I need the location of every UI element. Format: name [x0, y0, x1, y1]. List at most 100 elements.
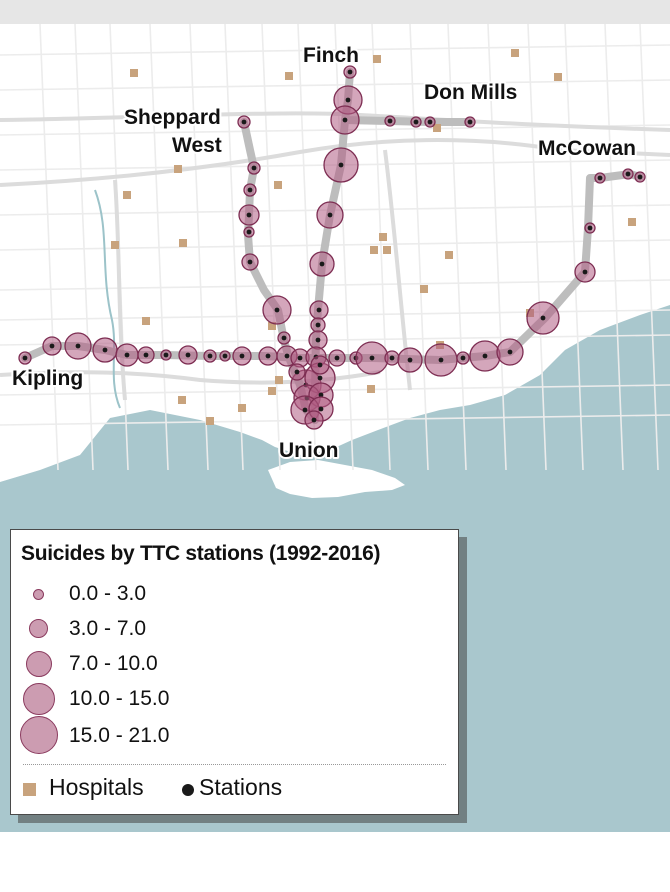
- station-dot: [318, 392, 324, 398]
- hospital-marker: [274, 181, 282, 189]
- legend-bin-5: 15.0 - 21.0: [11, 716, 458, 758]
- station-dot: [246, 229, 252, 235]
- street: [74, 23, 94, 471]
- station-dot: [387, 118, 393, 124]
- station-dot: [207, 353, 213, 359]
- station-dot: [251, 165, 257, 171]
- legend-title: Suicides by TTC stations (1992-2016): [21, 542, 381, 565]
- hospital-marker: [142, 317, 150, 325]
- station-dot: [637, 174, 643, 180]
- station-dot: [582, 269, 588, 275]
- station-dot: [317, 375, 323, 381]
- legend-bin-4: 10.0 - 15.0: [11, 683, 458, 721]
- hospital-marker: [383, 246, 391, 254]
- legend-bin-3: 7.0 - 10.0: [11, 650, 458, 686]
- street: [0, 44, 670, 56]
- street: [447, 23, 467, 471]
- station-dot: [597, 175, 603, 181]
- station-swatch: [182, 784, 194, 796]
- legend-bin-label-3: 7.0 - 10.0: [69, 652, 158, 675]
- hospital-marker: [111, 241, 119, 249]
- street: [487, 23, 507, 471]
- station-dot: [427, 119, 433, 125]
- hospital-marker: [130, 69, 138, 77]
- legend-circle-4: [23, 683, 55, 715]
- legend-bin-label-2: 3.0 - 7.0: [69, 617, 147, 640]
- station-dot: [316, 307, 322, 313]
- label-west: West: [172, 134, 222, 157]
- station-dot: [281, 335, 287, 341]
- highways: [0, 111, 670, 401]
- hospital-marker: [238, 404, 246, 412]
- station-dot: [75, 343, 81, 349]
- station-dot: [315, 337, 321, 343]
- station-dot: [222, 353, 228, 359]
- map-top-band: [0, 0, 670, 24]
- station-dot: [369, 355, 375, 361]
- label-don-mills: Don Mills: [424, 81, 517, 104]
- street: [39, 23, 59, 471]
- station-dot: [389, 355, 395, 361]
- legend-bin-1: 0.0 - 3.0: [11, 580, 458, 616]
- hospital-marker: [268, 387, 276, 395]
- line-sheppard: [341, 116, 474, 126]
- label-mccowan: McCowan: [538, 137, 636, 160]
- station-dot: [413, 119, 419, 125]
- station-dot: [438, 357, 444, 363]
- stations-label: Stations: [199, 774, 283, 800]
- station-dot: [102, 347, 108, 353]
- station-dot: [297, 355, 303, 361]
- station-dot: [265, 353, 271, 359]
- hospital-marker: [268, 322, 276, 330]
- legend-bin-label-4: 10.0 - 15.0: [69, 687, 170, 710]
- hospital-marker: [179, 239, 187, 247]
- hospital-marker: [628, 218, 636, 226]
- hospital-marker: [554, 73, 562, 81]
- station-dot: [334, 355, 340, 361]
- humber-river: [94, 189, 121, 409]
- station-dot: [185, 352, 191, 358]
- hospital-marker: [511, 49, 519, 57]
- hospital-marker: [367, 385, 375, 393]
- station-dot: [342, 117, 348, 123]
- legend: Suicides by TTC stations (1992-2016) 0.0…: [10, 529, 459, 815]
- station-dot: [239, 353, 245, 359]
- street: [261, 23, 281, 471]
- station-dot: [482, 353, 488, 359]
- station-dot: [143, 352, 149, 358]
- station-dot: [22, 355, 28, 361]
- legend-bin-label-1: 0.0 - 3.0: [69, 582, 147, 605]
- station-dot: [467, 119, 473, 125]
- street: [604, 23, 624, 471]
- station-dot: [124, 352, 130, 358]
- hospital-marker: [275, 376, 283, 384]
- street: [371, 23, 391, 471]
- legend-footer: Hospitals Stations: [11, 774, 458, 804]
- station-dot: [540, 315, 546, 321]
- toronto-islands: [268, 460, 405, 498]
- legend-circle-5: [20, 716, 58, 754]
- station-dot: [327, 212, 333, 218]
- street: [0, 279, 670, 291]
- hospital-swatch: [23, 783, 36, 796]
- street: [0, 79, 670, 91]
- station-dot: [345, 97, 351, 103]
- legend-bin-2: 3.0 - 7.0: [11, 615, 458, 651]
- legend-bin-label-5: 15.0 - 21.0: [69, 724, 170, 747]
- legend-circle-1: [33, 589, 44, 600]
- hospital-marker: [373, 55, 381, 63]
- hospital-marker: [178, 396, 186, 404]
- station-dot: [338, 162, 344, 168]
- station-dot: [274, 307, 280, 313]
- station-dot: [302, 407, 308, 413]
- station-dot: [294, 369, 300, 375]
- street: [409, 23, 429, 471]
- station-dot: [247, 187, 253, 193]
- station-dot: [311, 417, 317, 423]
- legend-circle-3: [26, 651, 52, 677]
- hospital-marker: [174, 165, 182, 173]
- station-dot: [241, 119, 247, 125]
- station-dot: [407, 357, 413, 363]
- station-dot: [317, 362, 323, 368]
- hospitals-label: Hospitals: [49, 774, 144, 800]
